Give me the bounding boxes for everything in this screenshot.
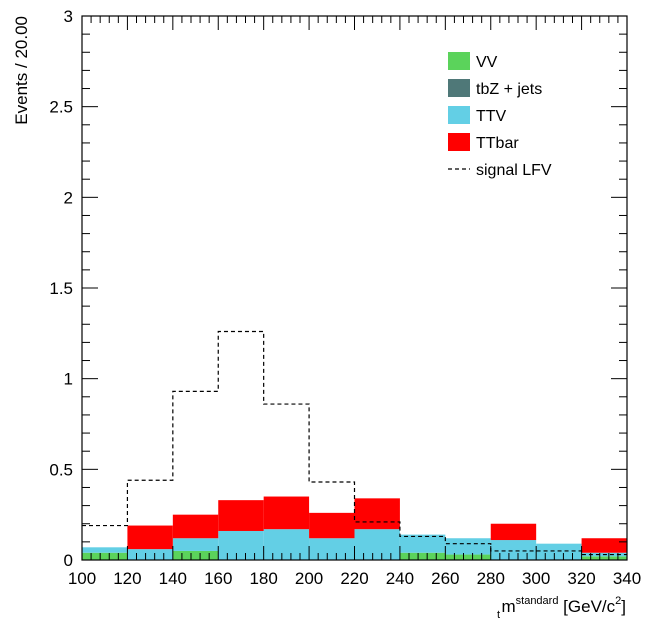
bar-ttv-140 xyxy=(172,538,219,551)
y-axis-title: Events / 20.00 xyxy=(12,16,31,125)
bar-ttv-120 xyxy=(127,549,173,560)
bar-ttv-240 xyxy=(399,534,446,553)
legend-swatch-vv xyxy=(448,52,470,70)
bar-ttv-160 xyxy=(218,530,264,560)
bar-ttbar-140 xyxy=(172,514,219,539)
x-tick-label: 120 xyxy=(113,569,141,588)
bar-ttv-200 xyxy=(309,538,355,560)
bar-ttbar-320 xyxy=(581,538,627,553)
legend-swatch-ttv xyxy=(448,106,470,124)
bar-vv-240 xyxy=(399,552,446,560)
legend: VV tbZ + jets TTV TTbar signal LFV xyxy=(448,52,552,179)
bar-ttv-300 xyxy=(536,543,582,560)
bar-ttbar-180 xyxy=(263,496,310,530)
signal-histogram xyxy=(82,330,627,556)
bar-ttv-280 xyxy=(490,540,537,560)
x-tick-label: 320 xyxy=(567,569,595,588)
axis-ticks xyxy=(81,15,628,561)
y-tick-label: 2.5 xyxy=(49,98,73,117)
signal-lfv-line xyxy=(82,330,627,556)
x-tick-label: 340 xyxy=(613,569,641,588)
plot-frame xyxy=(81,15,628,561)
x-axis-units-prefix: [GeV/c xyxy=(558,597,615,616)
x-tick-label: 100 xyxy=(68,569,96,588)
legend-label: TTbar xyxy=(476,135,519,152)
bar-ttbar-200 xyxy=(309,512,355,539)
x-tick-label: 180 xyxy=(249,569,277,588)
y-tick-label: 1.5 xyxy=(49,279,73,298)
bar-vv-260 xyxy=(445,554,491,560)
bar-ttbar-220 xyxy=(354,498,400,530)
bar-ttv-100 xyxy=(82,547,128,553)
legend-label: VV xyxy=(476,54,498,71)
y-tick-label: 0 xyxy=(64,551,73,570)
legend-label: signal LFV xyxy=(476,162,552,179)
legend-swatch-ttbar xyxy=(448,133,470,151)
bar-vv-320 xyxy=(581,556,627,560)
y-tick-label: 2 xyxy=(64,188,73,207)
x-axis-symbol: m xyxy=(501,597,515,616)
x-axis-title: mstandard [GeV/c2] xyxy=(501,595,626,616)
x-axis-units-suffix: ] xyxy=(621,597,626,616)
bar-vv-100 xyxy=(82,552,128,560)
x-tick-labels: 100 120 140 160 180 200 220 240 260 280 300 320 340 xyxy=(68,569,641,588)
y-tick-label: 0.5 xyxy=(49,460,73,479)
bar-ttbar-120 xyxy=(127,525,173,550)
x-tick-label: 200 xyxy=(295,569,323,588)
bar-ttbar-160 xyxy=(218,500,264,531)
x-tick-label: 280 xyxy=(477,569,505,588)
bar-ttv-220 xyxy=(354,529,400,560)
x-tick-label: 260 xyxy=(431,569,459,588)
legend-label: tbZ + jets xyxy=(476,81,542,98)
legend-swatch-tbz-jets xyxy=(448,79,470,97)
x-axis-subscript: t xyxy=(497,609,500,621)
x-axis-superscript: standard xyxy=(516,595,559,607)
x-tick-label: 300 xyxy=(522,569,550,588)
x-tick-label: 160 xyxy=(204,569,232,588)
y-tick-labels: 0 0.5 1 1.5 2 2.5 3 xyxy=(49,7,73,570)
x-axis-units-superscript: 2 xyxy=(615,595,621,607)
bar-ttbar-280 xyxy=(490,523,537,541)
x-tick-label: 240 xyxy=(386,569,414,588)
y-tick-label: 1 xyxy=(64,370,73,389)
bar-ttv-260 xyxy=(445,538,491,555)
bar-vv-140 xyxy=(172,550,219,560)
y-tick-label: 3 xyxy=(64,7,73,26)
bar-ttv-180 xyxy=(263,529,310,560)
legend-label: TTV xyxy=(476,108,507,125)
x-tick-label: 220 xyxy=(340,569,368,588)
x-tick-label: 140 xyxy=(159,569,187,588)
